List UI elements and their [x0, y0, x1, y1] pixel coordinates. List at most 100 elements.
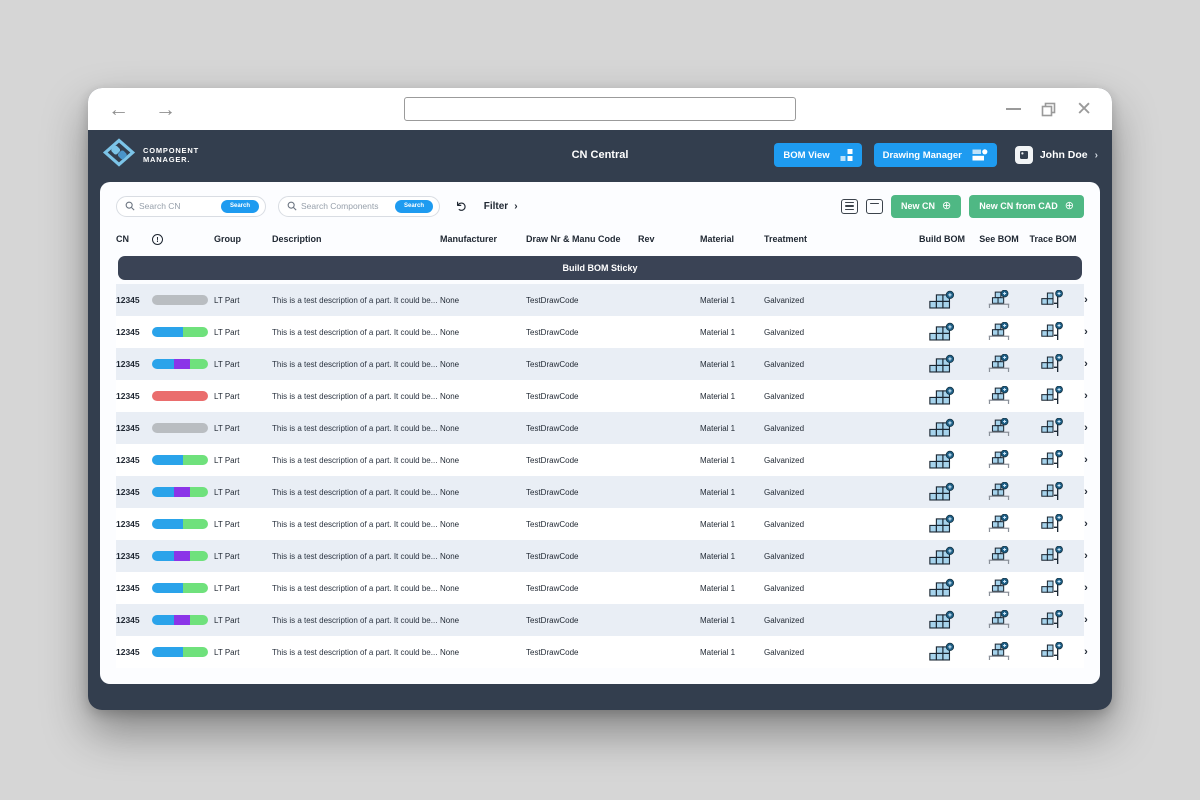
build-bom-icon[interactable] [914, 290, 970, 311]
trace-bom-icon[interactable] [1028, 481, 1078, 503]
card-view-icon[interactable] [866, 198, 884, 214]
table-row[interactable]: 12345 LT Part This is a test description… [116, 636, 1088, 668]
table-row[interactable]: 12345 LT Part This is a test description… [116, 540, 1088, 572]
row-expand-chevron[interactable]: › [1084, 550, 1088, 562]
table-row[interactable]: 12345 LT Part This is a test description… [116, 284, 1088, 316]
col-header-description[interactable]: Description [272, 234, 322, 244]
user-menu[interactable]: John Doe › [1014, 146, 1098, 164]
col-header-material[interactable]: Material [700, 234, 735, 244]
row-expand-chevron[interactable]: › [1084, 518, 1088, 530]
table-row[interactable]: 12345 LT Part This is a test description… [116, 348, 1088, 380]
col-header-rev[interactable]: Rev [638, 234, 655, 244]
col-header-build-bom[interactable]: Build BOM [919, 234, 965, 244]
row-expand-chevron[interactable]: › [1084, 390, 1088, 402]
table-row[interactable]: 12345 LT Part This is a test description… [116, 476, 1088, 508]
build-bom-icon[interactable] [914, 482, 970, 503]
chevron-right-icon: › [514, 200, 518, 212]
col-header-cn[interactable]: CN [116, 234, 129, 244]
row-expand-chevron[interactable]: › [1084, 422, 1088, 434]
search-components-button[interactable]: Search [394, 199, 433, 213]
build-bom-icon[interactable] [914, 546, 970, 567]
row-expand-chevron[interactable]: › [1084, 326, 1088, 338]
build-bom-icon[interactable] [914, 450, 970, 471]
trace-bom-icon[interactable] [1028, 385, 1078, 407]
cell-treatment: Galvanized [764, 551, 805, 561]
cell-status [152, 295, 214, 305]
cell-cn: 12345 [116, 423, 140, 433]
see-bom-icon[interactable] [970, 545, 1028, 567]
row-expand-chevron[interactable]: › [1084, 582, 1088, 594]
trace-bom-icon[interactable] [1028, 417, 1078, 439]
build-bom-icon[interactable] [914, 354, 970, 375]
see-bom-icon[interactable] [970, 289, 1028, 311]
new-cn-button[interactable]: New CN ⊕ [891, 194, 962, 218]
search-components-input[interactable] [297, 201, 395, 211]
trace-bom-icon[interactable] [1028, 289, 1078, 311]
see-bom-icon[interactable] [970, 481, 1028, 503]
search-components-field: Search [278, 195, 440, 217]
trace-bom-icon[interactable] [1028, 577, 1078, 599]
row-expand-chevron[interactable]: › [1084, 454, 1088, 466]
forward-icon[interactable]: → [155, 97, 176, 121]
table-row[interactable]: 12345 LT Part This is a test description… [116, 508, 1088, 540]
build-bom-icon[interactable] [914, 322, 970, 343]
col-header-draw-code[interactable]: Draw Nr & Manu Code [526, 234, 621, 244]
col-header-trace-bom[interactable]: Trace BOM [1029, 234, 1077, 244]
list-view-icon[interactable] [841, 198, 859, 214]
trace-bom-icon[interactable] [1028, 513, 1078, 535]
back-icon[interactable]: ← [108, 97, 129, 121]
col-header-group[interactable]: Group [214, 234, 241, 244]
table-row[interactable]: 12345 LT Part This is a test description… [116, 380, 1088, 412]
url-input[interactable] [404, 97, 796, 121]
close-icon[interactable]: ✕ [1076, 98, 1092, 120]
search-cn-button[interactable]: Search [220, 199, 259, 213]
build-bom-icon[interactable] [914, 386, 970, 407]
minimize-icon[interactable] [1006, 108, 1022, 110]
build-bom-icon[interactable] [914, 418, 970, 439]
build-bom-icon[interactable] [914, 578, 970, 599]
refresh-icon[interactable]: ↻ [453, 200, 470, 212]
row-expand-chevron[interactable]: › [1084, 358, 1088, 370]
new-cn-from-cad-button[interactable]: New CN from CAD ⊕ [969, 194, 1084, 218]
col-header-manufacturer[interactable]: Manufacturer [440, 234, 498, 244]
build-bom-icon[interactable] [914, 642, 970, 663]
see-bom-icon[interactable] [970, 577, 1028, 599]
trace-bom-icon[interactable] [1028, 609, 1078, 631]
bom-view-button[interactable]: BOM View [774, 143, 862, 167]
table-row[interactable]: 12345 LT Part This is a test description… [116, 604, 1088, 636]
restore-icon[interactable] [1041, 102, 1056, 117]
brand: COMPONENT MANAGER. [102, 137, 199, 173]
table-row[interactable]: 12345 LT Part This is a test description… [116, 412, 1088, 444]
trace-bom-icon[interactable] [1028, 321, 1078, 343]
row-expand-chevron[interactable]: › [1084, 614, 1088, 626]
table-row[interactable]: 12345 LT Part This is a test description… [116, 316, 1088, 348]
plus-circle-icon: ⊕ [942, 199, 952, 212]
trace-bom-icon[interactable] [1028, 641, 1078, 663]
info-icon[interactable]: ! [152, 233, 214, 245]
row-expand-chevron[interactable]: › [1084, 486, 1088, 498]
search-cn-input[interactable] [135, 201, 221, 211]
build-bom-icon[interactable] [914, 610, 970, 631]
trace-bom-icon[interactable] [1028, 353, 1078, 375]
see-bom-icon[interactable] [970, 513, 1028, 535]
row-expand-chevron[interactable]: › [1084, 646, 1088, 658]
trace-bom-icon[interactable] [1028, 449, 1078, 471]
see-bom-icon[interactable] [970, 449, 1028, 471]
user-name: John Doe [1039, 149, 1088, 161]
see-bom-icon[interactable] [970, 641, 1028, 663]
trace-bom-icon[interactable] [1028, 545, 1078, 567]
see-bom-icon[interactable] [970, 385, 1028, 407]
row-expand-chevron[interactable]: › [1084, 294, 1088, 306]
see-bom-icon[interactable] [970, 353, 1028, 375]
see-bom-icon[interactable] [970, 609, 1028, 631]
drawing-manager-button[interactable]: Drawing Manager [873, 143, 997, 167]
build-bom-sticky-bar[interactable]: Build BOM Sticky [118, 256, 1082, 280]
col-header-see-bom[interactable]: See BOM [979, 234, 1019, 244]
see-bom-icon[interactable] [970, 321, 1028, 343]
table-row[interactable]: 12345 LT Part This is a test description… [116, 444, 1088, 476]
filter-control[interactable]: Filter › [484, 201, 518, 212]
build-bom-icon[interactable] [914, 514, 970, 535]
col-header-treatment[interactable]: Treatment [764, 234, 808, 244]
see-bom-icon[interactable] [970, 417, 1028, 439]
table-row[interactable]: 12345 LT Part This is a test description… [116, 572, 1088, 604]
